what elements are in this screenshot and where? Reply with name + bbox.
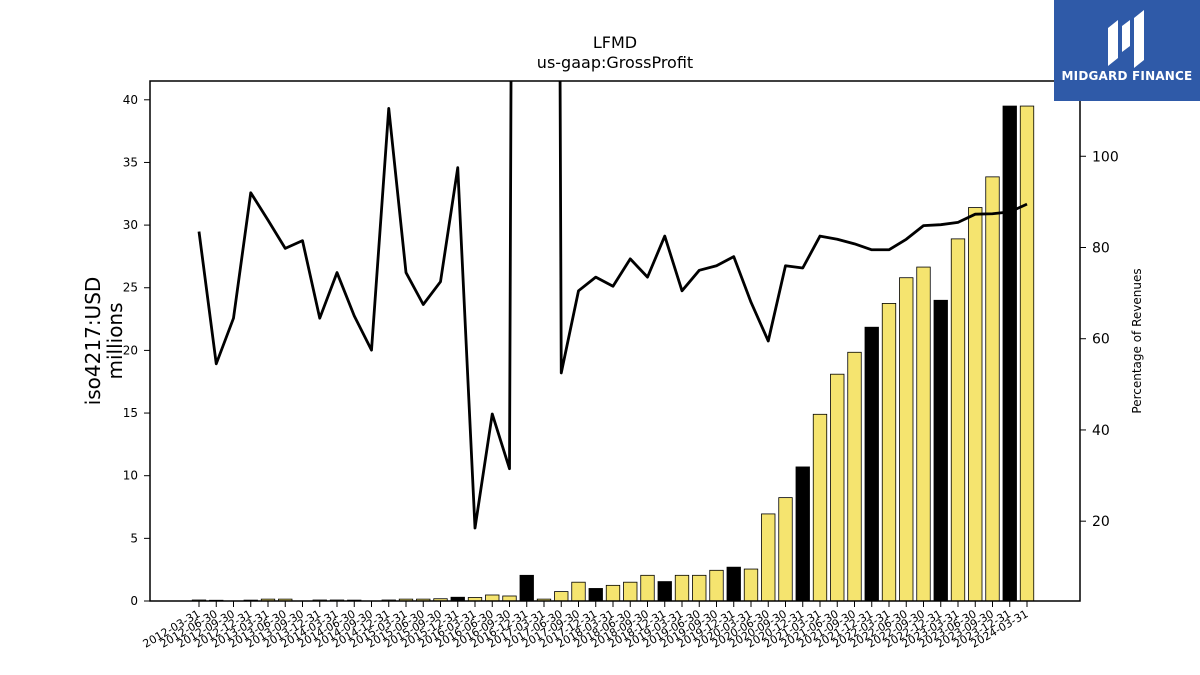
bar: [743, 568, 759, 602]
bar: [761, 513, 776, 602]
bar: [623, 581, 638, 602]
bar: [674, 574, 690, 602]
bar: [657, 581, 672, 602]
y-axis-left: 0 5 10 15 20 25 30 35 40: [123, 93, 150, 608]
bar: [485, 594, 500, 602]
y-tick-label: 15: [123, 406, 138, 420]
bar: [692, 574, 707, 602]
y-tick-label: 20: [123, 343, 138, 357]
y-tick-label: 5: [130, 531, 138, 545]
y-axis-label: iso4217:USDmillions: [81, 277, 127, 406]
bar: [1002, 105, 1017, 602]
y-tick-label: 35: [123, 155, 138, 169]
y2-tick-label: 60: [1092, 332, 1110, 348]
plot-frame: [149, 80, 1081, 602]
midgard-logo-icon: [1108, 10, 1144, 68]
bar: [571, 581, 586, 602]
bar: [881, 303, 897, 602]
bar: [899, 277, 914, 602]
bar: [933, 299, 948, 602]
bar: [726, 566, 741, 602]
y-axis-right: 20 40 60 80 100: [1080, 149, 1119, 530]
bar: [916, 266, 931, 602]
chart-title: LFMD: [593, 33, 637, 52]
bar: [778, 497, 793, 602]
y2-tick-label: 80: [1092, 240, 1110, 256]
y-tick-label: 10: [123, 469, 138, 483]
bar: [640, 574, 655, 602]
bar: [588, 588, 603, 602]
line-series: [197, 81, 1028, 530]
bar: [1019, 105, 1035, 602]
bar: [950, 238, 966, 602]
y-tick-label: 30: [123, 218, 138, 232]
y2-axis-label: Percentage of Revenues: [1130, 268, 1144, 413]
bar: [795, 466, 810, 602]
y2-tick-label: 100: [1092, 149, 1119, 165]
bar: [864, 326, 879, 602]
y2-tick-label: 40: [1092, 423, 1110, 439]
bar-series: [191, 105, 1035, 602]
bar: [968, 207, 983, 602]
midgard-finance-logo: MIDGARD FINANCE: [1054, 0, 1200, 101]
y-tick-label: 40: [123, 93, 138, 107]
logo-text: MIDGARD FINANCE: [1061, 69, 1193, 83]
bar: [709, 569, 724, 602]
chart-subtitle: us-gaap:GrossProfit: [537, 53, 693, 72]
bar: [519, 574, 534, 602]
y-tick-label: 0: [130, 594, 138, 608]
bar: [502, 595, 517, 602]
bar: [812, 413, 828, 602]
bar: [554, 591, 569, 602]
line-percentage-of-revenues: [197, 81, 1028, 530]
y-tick-label: 25: [123, 281, 138, 295]
bar: [605, 584, 621, 602]
bar: [985, 176, 1000, 602]
y2-tick-label: 20: [1092, 514, 1110, 530]
bar: [847, 351, 862, 602]
bar: [830, 373, 845, 602]
x-axis: 2012-03-312012-06-302012-09-302012-12-31…: [141, 601, 1031, 651]
